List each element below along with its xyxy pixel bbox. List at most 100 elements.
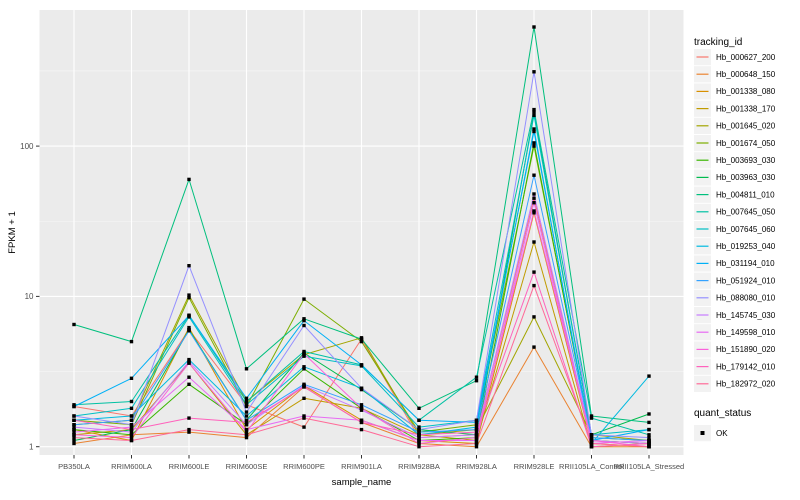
- legend-label: Hb_145745_030: [716, 311, 776, 320]
- data-point: [244, 420, 249, 425]
- data-point: [302, 297, 306, 301]
- data-point: [532, 270, 536, 274]
- data-point: [589, 416, 594, 420]
- data-point: [359, 406, 364, 410]
- legend-label: Hb_001338_170: [716, 104, 776, 113]
- data-point: [532, 127, 536, 131]
- data-point: [474, 430, 479, 434]
- data-point: [244, 399, 249, 404]
- data-point: [72, 425, 76, 429]
- data-point: [474, 420, 479, 425]
- data-point: [244, 433, 249, 437]
- x-tick-label: RRII105LA_Stressed: [614, 462, 684, 471]
- data-point: [72, 427, 76, 432]
- data-point: [187, 427, 191, 432]
- data-point: [187, 325, 191, 330]
- data-point: [187, 361, 191, 365]
- data-point: [647, 433, 651, 437]
- x-axis-title: sample_name: [332, 477, 392, 488]
- data-point: [417, 445, 421, 449]
- data-point: [359, 339, 364, 344]
- data-point: [359, 418, 364, 422]
- data-point: [302, 385, 306, 389]
- data-point: [647, 374, 651, 378]
- data-point: [187, 382, 191, 386]
- data-point: [244, 423, 249, 427]
- x-tick-label: RRIM928LE: [514, 462, 555, 471]
- data-point: [129, 425, 134, 429]
- data-point: [187, 359, 191, 363]
- data-point: [72, 435, 76, 440]
- data-point: [647, 445, 651, 449]
- legend-label: Hb_179142_010: [716, 362, 776, 371]
- data-point: [72, 423, 76, 427]
- legend-label: Hb_001338_080: [716, 87, 776, 96]
- data-point: [244, 410, 249, 414]
- data-point: [129, 427, 134, 432]
- data-point: [129, 414, 134, 418]
- data-point: [647, 435, 651, 440]
- data-point: [244, 414, 249, 418]
- data-point: [244, 435, 249, 440]
- data-point: [187, 416, 191, 420]
- data-point: [187, 430, 191, 434]
- legend-title-tracking-id: tracking_id: [694, 37, 742, 48]
- data-point: [302, 416, 306, 420]
- data-point: [647, 438, 651, 443]
- x-tick-label: PB350LA: [58, 462, 90, 471]
- data-point: [474, 433, 479, 437]
- data-point: [589, 433, 594, 437]
- data-point: [187, 177, 191, 182]
- data-point: [302, 367, 306, 371]
- data-point: [187, 375, 191, 379]
- data-point: [302, 425, 306, 429]
- data-point: [72, 322, 76, 327]
- data-point: [417, 433, 421, 437]
- legend-label: Hb_001674_050: [716, 139, 776, 148]
- legend-title-quant-status: quant_status: [694, 408, 751, 419]
- data-point: [244, 396, 249, 400]
- data-point: [532, 144, 536, 148]
- data-point: [302, 318, 306, 323]
- data-point: [532, 315, 536, 319]
- legend-label: Hb_182972_020: [716, 380, 776, 389]
- legend-label: Hb_007645_050: [716, 208, 776, 217]
- data-point: [647, 441, 651, 446]
- data-point: [532, 283, 536, 288]
- legend-label: Hb_019253_040: [716, 242, 776, 251]
- data-point: [474, 445, 479, 449]
- data-point: [129, 339, 134, 344]
- data-point: [129, 435, 134, 440]
- data-point: [417, 406, 421, 410]
- data-point: [359, 337, 364, 341]
- data-point: [589, 445, 594, 449]
- legend-label: Hb_007645_060: [716, 225, 776, 234]
- data-point: [72, 430, 76, 434]
- data-point: [474, 418, 479, 422]
- data-point: [244, 427, 249, 432]
- x-tick-label: RRIM600LE: [169, 462, 210, 471]
- data-point: [474, 375, 479, 379]
- data-point: [417, 425, 421, 429]
- legend-label: Hb_088080_010: [716, 294, 776, 303]
- data-point: [474, 423, 479, 427]
- data-point: [474, 379, 479, 383]
- data-point: [589, 414, 594, 418]
- data-point: [302, 349, 306, 354]
- data-point: [302, 414, 306, 418]
- data-point: [532, 113, 536, 118]
- x-tick-label: RRIM600PE: [283, 462, 325, 471]
- data-point: [244, 367, 249, 371]
- data-point: [244, 418, 249, 422]
- legend-label: Hb_001645_020: [716, 122, 776, 131]
- data-point: [129, 430, 134, 434]
- data-point: [417, 430, 421, 434]
- data-point: [187, 264, 191, 268]
- y-tick-label: 100: [20, 142, 34, 151]
- data-point: [417, 438, 421, 443]
- y-tick-label: 10: [25, 292, 34, 301]
- data-point: [532, 110, 536, 114]
- data-point: [417, 441, 421, 446]
- data-point: [187, 296, 191, 300]
- data-point: [532, 201, 536, 205]
